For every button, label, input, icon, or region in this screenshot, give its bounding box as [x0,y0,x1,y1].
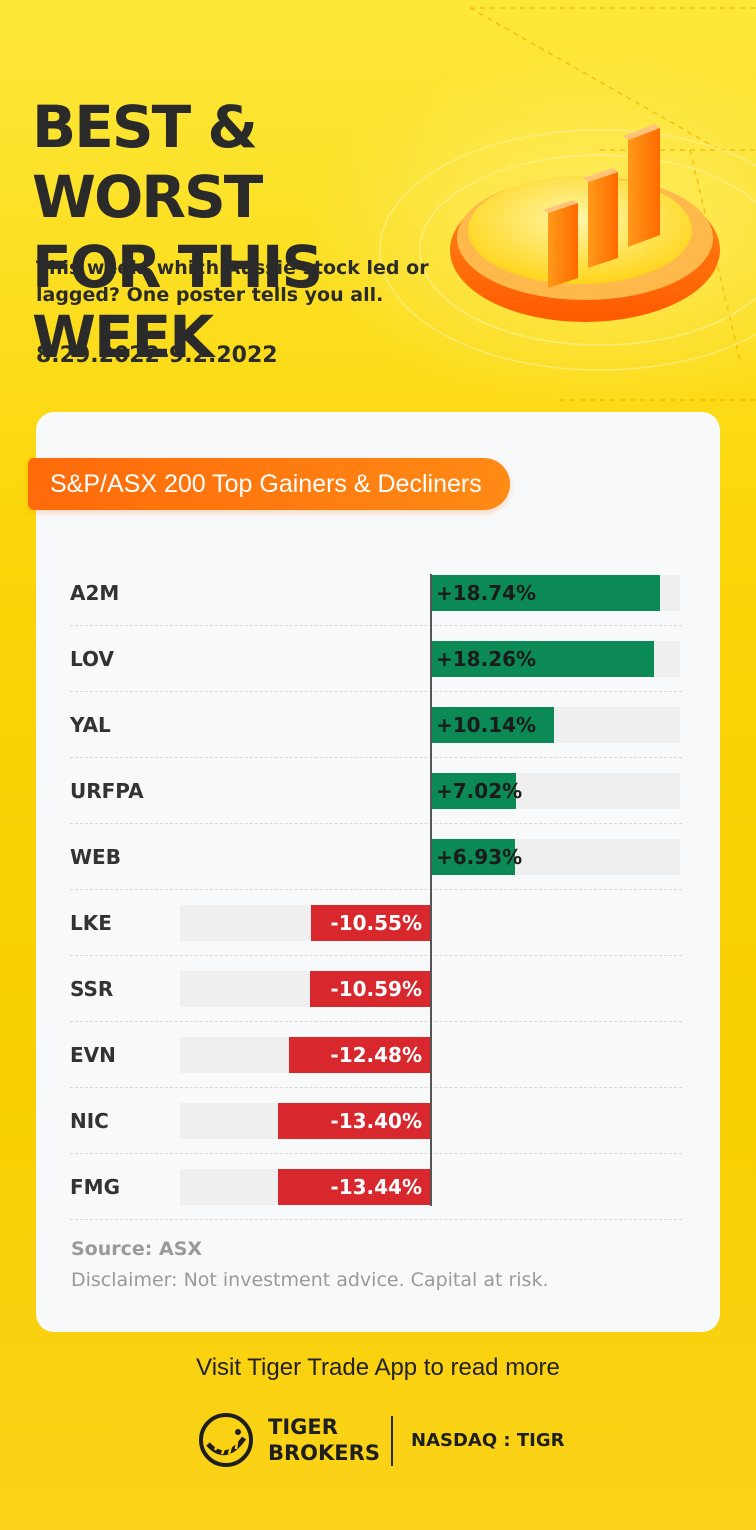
chart-row-fmg: FMG -13.44% [70,1154,682,1220]
ticker-label: NIC [70,1109,109,1133]
chart-row-a2m: A2M +18.74% [70,560,682,626]
chart-row-lke: LKE -10.55% [70,890,682,956]
brand-divider [391,1416,393,1466]
loss-bar [310,905,430,941]
chart-row-urfpa: URFPA +7.02% [70,758,682,824]
title-line-1: BEST & WORST [32,93,263,231]
brand-footer: TIGER BROKERS NASDAQ : TIGR [198,1410,578,1470]
visit-app-text[interactable]: Visit Tiger Trade App to read more [196,1354,560,1381]
date-range: 8.29.2022-9.2.2022 [36,343,278,368]
ticker-label: WEB [70,845,121,869]
disclaimer-text: Disclaimer: Not investment advice. Capit… [71,1269,549,1291]
loss-bar [278,1103,430,1139]
ticker-label: FMG [70,1175,120,1199]
zero-axis-line [430,574,432,1206]
gain-bar [430,575,660,611]
brand-name-line-1: TIGER [268,1415,338,1439]
bar-value-label: -13.44% [330,1175,422,1199]
chart-row-nic: NIC -13.40% [70,1088,682,1154]
gain-bar [430,707,555,743]
subtitle: This week, which Aussie stock led or lag… [36,257,429,306]
ticker-label: YAL [70,713,111,737]
bar-value-label: +7.02% [436,779,523,803]
chart-title-tag: S&P/ASX 200 Top Gainers & Decliners [28,458,510,510]
chart-row-yal: YAL +10.14% [70,692,682,758]
bar-value-label: -10.59% [330,977,422,1001]
ticker-label: URFPA [70,779,144,803]
ticker-label: A2M [70,581,120,605]
bar-value-label: -13.40% [330,1109,422,1133]
source-text: Source: ASX [71,1238,203,1260]
bar-value-label: +18.74% [436,581,537,605]
brand-name-line-2: BROKERS [268,1441,380,1465]
chart-row-ssr: SSR -10.59% [70,956,682,1022]
ticker-label: LKE [70,911,112,935]
page-title: BEST & WORST FOR THIS WEEK [32,92,492,372]
loss-bar [278,1169,430,1205]
ticker-label: SSR [70,977,114,1001]
bar-chart: A2M +18.74% LOV +18.26% YAL +10.14% URFPA +7.02… [36,560,720,1220]
bar-chart-podium-icon [450,124,720,322]
ticker-label: LOV [70,647,114,671]
loss-bar [288,1037,430,1073]
loss-bar [310,971,430,1007]
ticker-label: EVN [70,1043,116,1067]
chart-row-evn: EVN -12.48% [70,1022,682,1088]
bar-value-label: -12.48% [330,1043,422,1067]
gain-bar [430,773,517,809]
gain-bar [430,641,655,677]
chart-row-lov: LOV +18.26% [70,626,682,692]
title-line-2: FOR THIS WEEK [32,233,323,371]
chart-row-web: WEB +6.93% [70,824,682,890]
bar-value-label: +10.14% [436,713,537,737]
decorative-lines [379,7,756,401]
bar-value-label: -10.55% [330,911,422,935]
bar-value-label: +6.93% [436,845,523,869]
exchange-ticker: NASDAQ : TIGR [411,1430,565,1451]
bar-value-label: +18.26% [436,647,537,671]
tiger-logo-icon [199,1413,253,1467]
brand-name: TIGER BROKERS [268,1414,380,1466]
gain-bar [430,839,516,875]
